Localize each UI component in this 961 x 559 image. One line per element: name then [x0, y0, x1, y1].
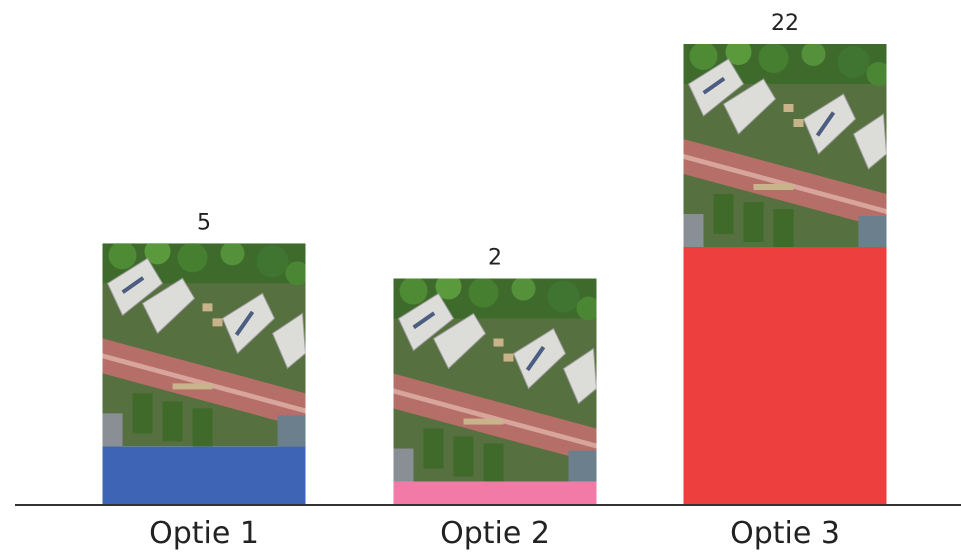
- plot-area: 5 Optie 1 2 Optie 2 22 Optie 3: [102, 11, 887, 551]
- value-label: 2: [488, 246, 502, 271]
- bar: [683, 247, 887, 505]
- x-tick-label: Optie 3: [730, 516, 840, 551]
- value-label: 22: [771, 11, 799, 36]
- bar-photo: [683, 44, 887, 247]
- bar-photo: [393, 278, 597, 482]
- bar: [393, 481, 597, 505]
- x-tick-label: Optie 1: [149, 516, 259, 551]
- bar: [102, 446, 306, 505]
- bar-photo: [102, 243, 306, 447]
- value-label: 5: [197, 210, 211, 235]
- x-tick-label: Optie 2: [440, 516, 550, 551]
